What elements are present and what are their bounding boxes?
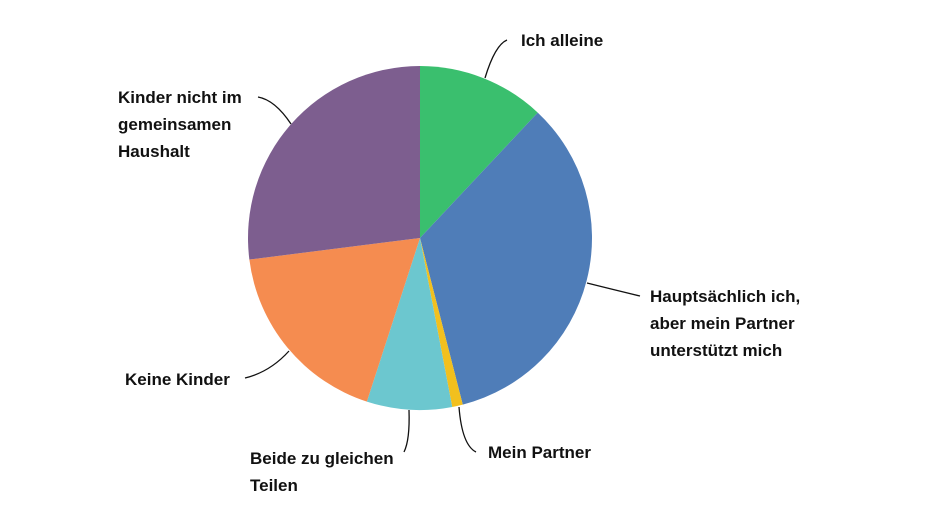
leader-line [458,406,477,453]
pie-slice [248,66,420,260]
slice-label: Kinder nicht im gemeinsamen Haushalt [118,88,242,161]
leader-line [257,96,292,125]
leader-line [244,350,290,379]
pie-slice [420,112,592,405]
leader-line [484,39,508,79]
slice-label: Keine Kinder [125,370,230,389]
leader-line [586,282,641,297]
pie-slice [366,238,453,410]
slice-label: Hauptsächlich ich, aber mein Partner unt… [650,287,801,360]
slice-label: Mein Partner [488,443,591,462]
slice-label: Beide zu gleichen Teilen [250,449,394,495]
leader-line [403,409,410,453]
slice-label: Ich alleine [521,31,604,50]
pie-slice [420,238,463,407]
pie-slice [249,238,420,402]
pie-slice [420,66,538,238]
